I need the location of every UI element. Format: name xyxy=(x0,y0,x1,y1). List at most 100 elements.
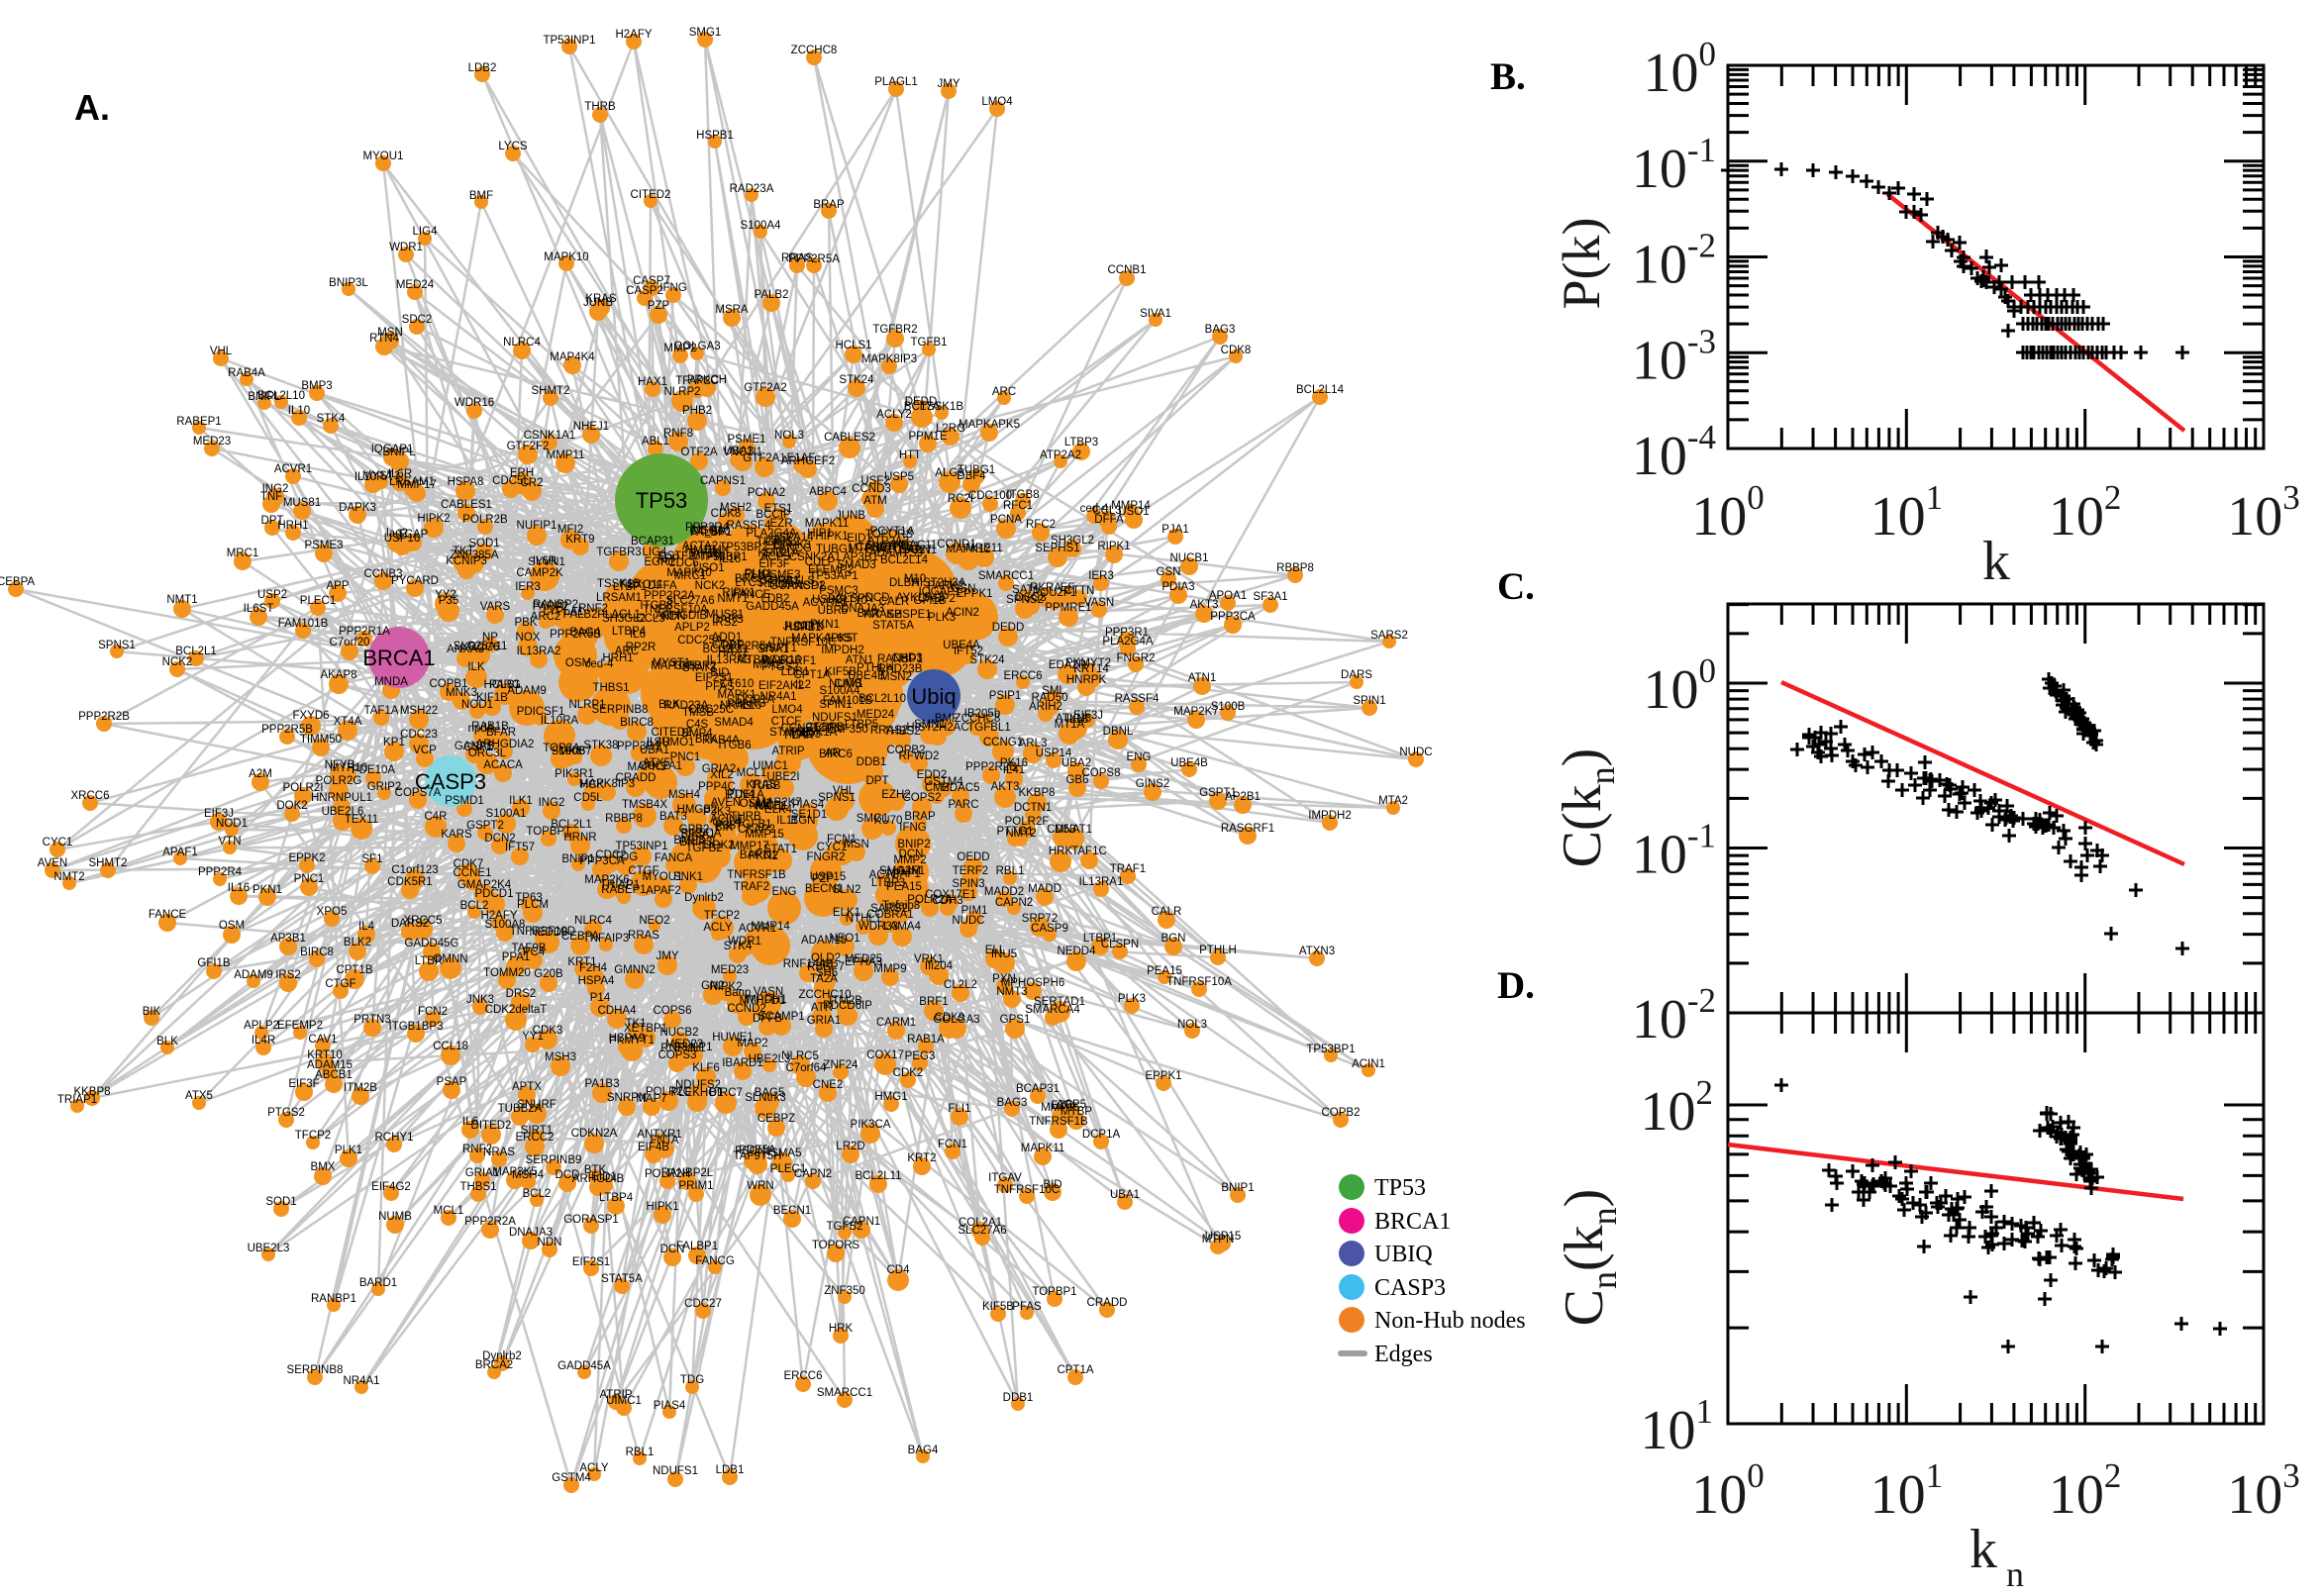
svg-text:WDR1: WDR1 xyxy=(728,936,761,948)
svg-text:CASP3: CASP3 xyxy=(1374,1275,1446,1301)
svg-text:NEO2: NEO2 xyxy=(639,915,669,927)
svg-text:NDN: NDN xyxy=(538,1237,562,1248)
svg-text:FBXO11: FBXO11 xyxy=(620,579,662,591)
svg-text:ced-4: ced-4 xyxy=(585,658,614,670)
svg-text:THBS1: THBS1 xyxy=(459,1181,496,1193)
svg-text:LYPLA1: LYPLA1 xyxy=(543,606,583,618)
svg-text:PKMYT2: PKMYT2 xyxy=(1065,657,1111,669)
svg-text:SF1: SF1 xyxy=(361,853,382,865)
svg-text:103: 103 xyxy=(2227,478,2300,548)
svg-text:SPIN3: SPIN3 xyxy=(952,878,984,890)
svg-text:ARHGDIB: ARHGDIB xyxy=(572,1173,625,1185)
svg-text:KRT10: KRT10 xyxy=(832,595,867,607)
svg-text:PLAGL1: PLAGL1 xyxy=(597,609,640,621)
svg-text:CYC1: CYC1 xyxy=(817,842,848,853)
svg-text:UBA2: UBA2 xyxy=(1061,757,1091,769)
svg-text:ABPC4: ABPC4 xyxy=(809,486,847,498)
svg-text:CAV1: CAV1 xyxy=(834,678,862,690)
svg-text:CDH3: CDH3 xyxy=(932,895,962,907)
svg-text:TEX11: TEX11 xyxy=(345,814,378,826)
svg-text:RABEP1: RABEP1 xyxy=(601,884,646,896)
svg-text:UBE4A: UBE4A xyxy=(943,640,980,651)
svg-text:KLF6: KLF6 xyxy=(692,1062,720,1074)
svg-text:PSME3: PSME3 xyxy=(762,569,801,581)
svg-text:SCAMP1: SCAMP1 xyxy=(758,1011,804,1023)
svg-text:ARHGDIA2: ARHGDIA2 xyxy=(476,739,535,750)
svg-text:PIP5K1A: PIP5K1A xyxy=(791,727,838,739)
svg-text:S100A8: S100A8 xyxy=(485,919,526,931)
svg-text:DCD: DCD xyxy=(865,592,890,604)
svg-text:TMSB4X: TMSB4X xyxy=(622,799,667,811)
svg-text:RP2R: RP2R xyxy=(626,642,656,653)
svg-text:MTBP: MTBP xyxy=(1060,1106,1092,1118)
svg-text:STAT3: STAT3 xyxy=(682,662,716,674)
svg-text:USP5: USP5 xyxy=(884,471,914,483)
svg-text:HRK: HRK xyxy=(1049,846,1073,857)
svg-text:RKRA: RKRA xyxy=(1030,582,1061,594)
svg-text:NUCB2: NUCB2 xyxy=(660,1027,699,1039)
svg-text:PIAS4: PIAS4 xyxy=(792,799,825,811)
svg-text:BTK: BTK xyxy=(584,1164,607,1176)
svg-text:C1orf123: C1orf123 xyxy=(391,864,438,876)
svg-text:GRIP2: GRIP2 xyxy=(367,781,402,793)
svg-text:MMP14: MMP14 xyxy=(751,921,790,933)
svg-text:EDD2: EDD2 xyxy=(917,769,948,781)
svg-text:RAB1B: RAB1B xyxy=(471,721,509,733)
svg-text:WDR16: WDR16 xyxy=(454,397,494,409)
svg-text:DCP1A: DCP1A xyxy=(1082,1129,1121,1141)
svg-text:CULP: CULP xyxy=(805,556,836,568)
svg-text:APP: APP xyxy=(326,580,349,592)
svg-text:BCL2L10: BCL2L10 xyxy=(257,390,305,402)
svg-text:NFYB: NFYB xyxy=(325,759,355,771)
svg-text:PPP2R4: PPP2R4 xyxy=(685,522,730,534)
svg-text:XRCC5: XRCC5 xyxy=(404,915,443,927)
svg-text:MMP2: MMP2 xyxy=(893,854,926,866)
svg-text:GFI1B: GFI1B xyxy=(197,957,231,969)
svg-text:BCL2L1: BCL2L1 xyxy=(175,646,217,657)
svg-text:IL16: IL16 xyxy=(228,882,250,894)
svg-text:FLI1: FLI1 xyxy=(744,569,766,581)
svg-text:MSN: MSN xyxy=(377,327,403,339)
svg-text:NUMB: NUMB xyxy=(829,678,862,690)
svg-text:MMP11: MMP11 xyxy=(547,449,585,461)
svg-text:EIF3J: EIF3J xyxy=(204,808,234,820)
svg-text:PPP3R1: PPP3R1 xyxy=(1105,627,1149,639)
svg-text:COPB2: COPB2 xyxy=(887,745,926,756)
svg-text:ACLY: ACLY xyxy=(703,922,733,934)
svg-text:UBA1: UBA1 xyxy=(1110,1189,1140,1201)
svg-text:HSPB1: HSPB1 xyxy=(784,622,822,634)
svg-text:BNIP1: BNIP1 xyxy=(1221,1182,1254,1194)
svg-text:IFNG: IFNG xyxy=(899,822,927,834)
svg-text:ATRIP: ATRIP xyxy=(599,1389,632,1401)
svg-text:IL4R: IL4R xyxy=(647,737,670,748)
svg-text:BAG4: BAG4 xyxy=(570,627,601,639)
svg-text:IL10: IL10 xyxy=(740,700,761,712)
svg-text:TIMM50: TIMM50 xyxy=(300,734,342,746)
svg-text:ATX5: ATX5 xyxy=(185,1090,213,1102)
svg-text:FANCE: FANCE xyxy=(733,589,771,601)
svg-text:BCL2L14: BCL2L14 xyxy=(1296,384,1345,396)
svg-text:UIMC1: UIMC1 xyxy=(606,1395,642,1407)
svg-text:GPB2: GPB2 xyxy=(679,824,710,836)
svg-text:TSSK1B: TSSK1B xyxy=(920,401,963,413)
svg-text:HAX1: HAX1 xyxy=(638,376,667,388)
svg-text:GFI1B: GFI1B xyxy=(913,595,947,607)
svg-text:NMT2: NMT2 xyxy=(1005,828,1036,840)
svg-text:JMY: JMY xyxy=(938,78,960,90)
svg-text:BMX: BMX xyxy=(705,545,730,556)
svg-text:ZNF24: ZNF24 xyxy=(823,1059,858,1071)
svg-text:GTF2A1: GTF2A1 xyxy=(743,452,785,464)
svg-text:ZCCHC8: ZCCHC8 xyxy=(791,45,838,56)
svg-text:DPT: DPT xyxy=(866,775,889,787)
svg-text:PPP2R2A: PPP2R2A xyxy=(464,1216,516,1228)
svg-text:OSM: OSM xyxy=(219,920,245,932)
svg-text:UBE2I: UBE2I xyxy=(766,771,799,783)
svg-text:CDK7: CDK7 xyxy=(454,858,484,870)
svg-text:STAT5A: STAT5A xyxy=(872,620,914,632)
svg-text:USP15: USP15 xyxy=(810,871,846,883)
svg-text:SE1D1: SE1D1 xyxy=(791,809,827,821)
svg-text:ATM: ATM xyxy=(863,495,886,507)
svg-text:GMNN2: GMNN2 xyxy=(614,964,656,976)
svg-text:AP2B1: AP2B1 xyxy=(1225,791,1261,803)
svg-text:S100A4: S100A4 xyxy=(820,685,861,697)
